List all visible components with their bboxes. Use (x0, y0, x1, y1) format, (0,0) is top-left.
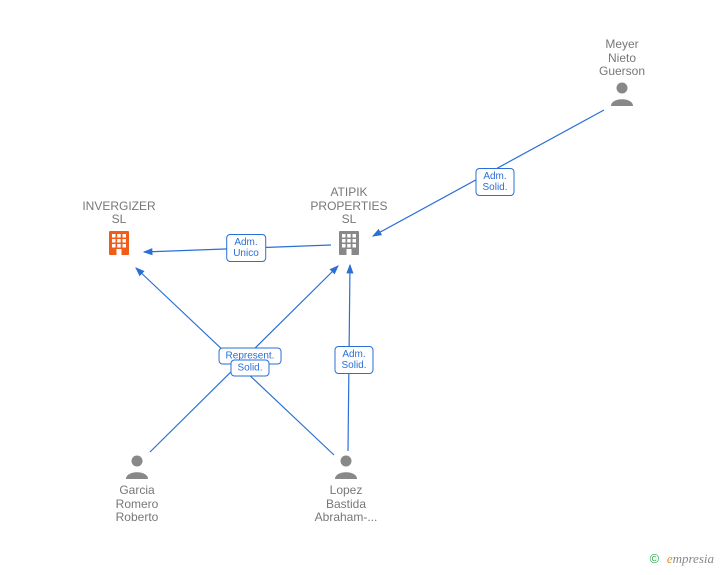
watermark: © empresia (650, 551, 714, 567)
node-label: Meyer Nieto Guerson (577, 38, 667, 79)
person-icon (123, 452, 151, 480)
brand-rest: mpresia (673, 551, 714, 566)
person-icon (608, 79, 636, 107)
node-label: Garcia Romero Roberto (92, 484, 182, 525)
edge-label-lopez-atipik: Adm. Solid. (334, 346, 373, 374)
building-icon (104, 227, 134, 257)
diagram-canvas: INVERGIZER SL ATIPIK PROPERTIES SL Meyer… (0, 0, 728, 575)
copyright-symbol: © (650, 551, 660, 566)
node-label: Lopez Bastida Abraham-... (301, 484, 391, 525)
person-icon (332, 452, 360, 480)
node-label: INVERGIZER SL (74, 200, 164, 228)
node-atipik[interactable]: ATIPIK PROPERTIES SL (304, 186, 394, 261)
edge-label-garcia-atipik: Solid. (230, 360, 269, 377)
edge-label-atipik-invergizer: Adm. Unico (226, 234, 266, 262)
node-label: ATIPIK PROPERTIES SL (304, 186, 394, 227)
node-meyer[interactable]: Meyer Nieto Guerson (577, 38, 667, 111)
node-invergizer[interactable]: INVERGIZER SL (74, 200, 164, 261)
edge-label-meyer-atipik: Adm. Solid. (475, 168, 514, 196)
node-garcia[interactable]: Garcia Romero Roberto (92, 452, 182, 525)
node-lopez[interactable]: Lopez Bastida Abraham-... (301, 452, 391, 525)
building-icon (334, 227, 364, 257)
